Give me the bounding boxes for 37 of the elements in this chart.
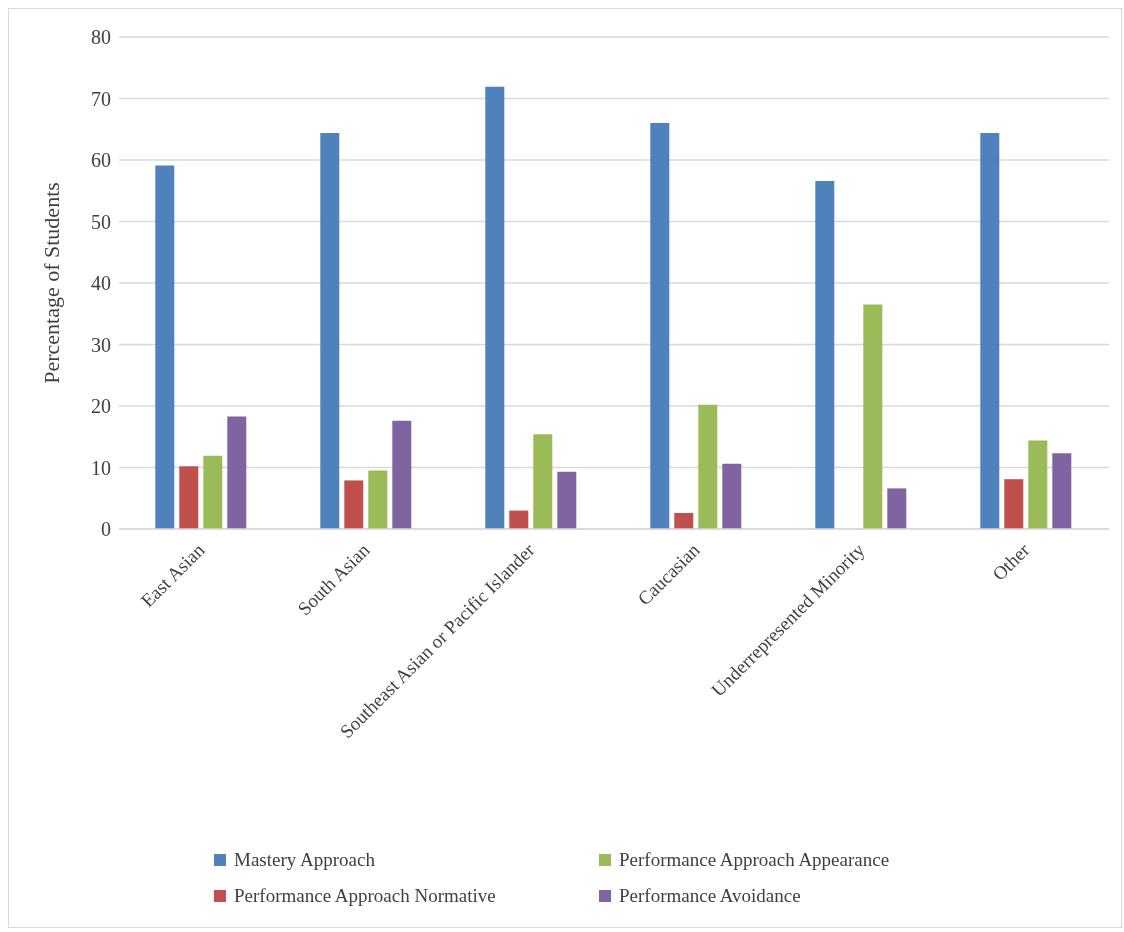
y-tick-label: 50	[91, 210, 111, 233]
legend-label: Performance Avoidance	[619, 885, 801, 907]
bar	[509, 510, 529, 529]
y-tick-label: 60	[91, 149, 111, 172]
y-tick-label: 10	[91, 456, 111, 479]
bar	[674, 513, 694, 529]
bar	[533, 434, 553, 529]
bar	[485, 86, 505, 529]
bar	[392, 420, 412, 529]
bar	[368, 470, 388, 529]
bar	[863, 304, 883, 529]
y-tick-label: 30	[91, 333, 111, 356]
y-axis-title: Percentage of Students	[38, 182, 64, 384]
bar	[815, 180, 835, 529]
legend-label: Performance Approach Normative	[234, 885, 496, 907]
bar	[155, 165, 175, 529]
y-tick-label: 20	[91, 395, 111, 418]
bar	[650, 123, 670, 529]
bar	[227, 416, 247, 529]
bar	[179, 466, 199, 529]
y-tick-label: 70	[91, 87, 111, 110]
bar	[203, 455, 223, 529]
bar	[320, 132, 340, 529]
legend-label: Performance Approach Appearance	[619, 849, 890, 871]
bar	[698, 404, 718, 529]
bar	[1004, 479, 1024, 529]
bar	[344, 480, 364, 529]
bar	[887, 488, 907, 529]
bar	[722, 463, 742, 529]
y-tick-label: 40	[91, 272, 111, 295]
y-tick-label: 0	[101, 518, 111, 541]
bar	[980, 132, 1000, 529]
y-tick-label: 80	[91, 26, 111, 49]
bar	[1052, 453, 1072, 529]
bar	[1028, 440, 1048, 529]
legend-label: Mastery Approach	[234, 849, 375, 871]
bar	[557, 471, 577, 529]
